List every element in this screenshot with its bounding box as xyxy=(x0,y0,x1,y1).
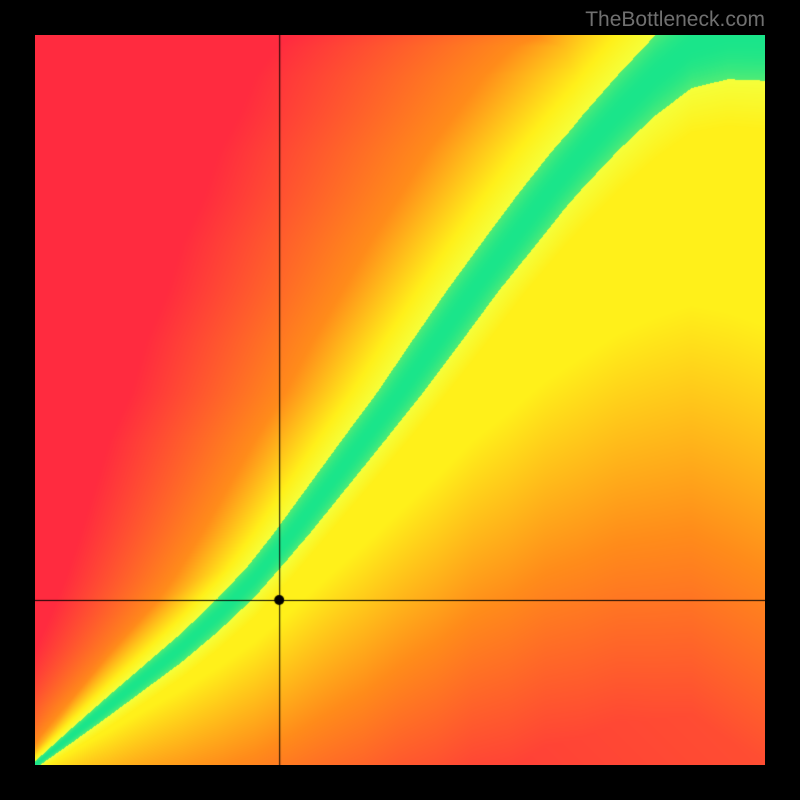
heatmap-plot xyxy=(35,35,765,765)
watermark-text: TheBottleneck.com xyxy=(585,8,765,32)
heatmap-canvas xyxy=(35,35,765,765)
chart-container: TheBottleneck.com xyxy=(0,0,800,800)
